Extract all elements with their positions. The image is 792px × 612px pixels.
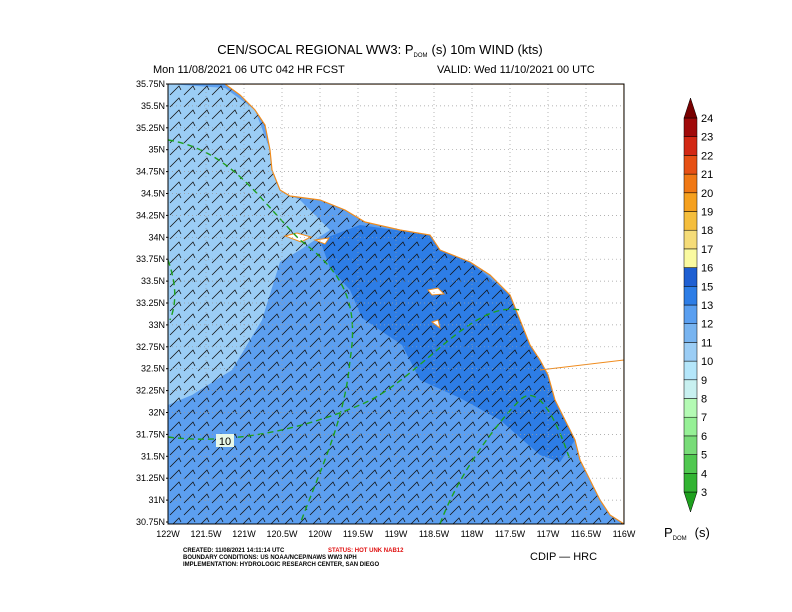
- colorbar-segment: [683, 229, 698, 250]
- lon-label: 116.5W: [571, 529, 602, 539]
- colorbar-label: 22: [701, 150, 713, 162]
- colorbar-segment: [683, 398, 698, 418]
- lon-label: 120W: [308, 529, 332, 539]
- colorbar-segment: [683, 136, 698, 156]
- colorbar-segment: [683, 211, 698, 231]
- colorbar-title: PDOM (s): [664, 525, 710, 542]
- colorbar-label: 9: [701, 375, 707, 387]
- colorbar-label: 17: [701, 244, 713, 256]
- islands: [283, 232, 446, 330]
- lat-label: 33.5N: [141, 276, 165, 286]
- lon-label: 121.5W: [190, 529, 222, 539]
- implementation: IMPLEMENTATION: HYDROLOGIC RESEARCH CENT…: [183, 562, 379, 568]
- colorbar-label: 19: [701, 207, 713, 219]
- lat-label: 32.5N: [141, 364, 165, 374]
- lon-label: 118.5W: [419, 529, 450, 539]
- lat-label: 35.75N: [136, 79, 165, 89]
- colorbar-label: 6: [701, 431, 707, 443]
- lat-label: 32.25N: [136, 386, 165, 396]
- colorbar-segment: [683, 267, 698, 287]
- colorbar-segment: [683, 435, 698, 455]
- lat-label: 33.25N: [136, 298, 165, 308]
- contour-label-box: [216, 434, 234, 447]
- lon-label: 119W: [385, 529, 408, 539]
- colorbar-segment: [683, 491, 698, 513]
- contours: [168, 139, 571, 524]
- colorbar-label: 13: [701, 300, 713, 312]
- lat-label: 34.25N: [136, 210, 165, 220]
- colorbar-label: 24: [701, 113, 713, 125]
- colorbar-label: 10: [701, 356, 713, 368]
- lon-label: 121W: [232, 529, 256, 539]
- colorbar-segment: [683, 117, 698, 137]
- lat-label: 32.75N: [136, 342, 165, 352]
- colorbar-label: 21: [701, 169, 713, 181]
- colorbar-label: 16: [701, 263, 713, 275]
- land: [223, 84, 624, 524]
- map-area: [168, 84, 624, 524]
- colorbar-label: 7: [701, 412, 707, 424]
- lat-label: 35.5N: [141, 101, 165, 111]
- colorbar-label: 3: [701, 487, 707, 499]
- colorbar-segment: [683, 286, 698, 306]
- lat-label: 33N: [148, 320, 165, 330]
- colorbar-label: 4: [701, 468, 707, 480]
- colorbar-segment: [683, 360, 698, 381]
- lat-label: 35N: [148, 145, 165, 155]
- valid-time: VALID: Wed 11/10/2021 00 UTC: [437, 64, 595, 76]
- lat-label: 33.75N: [136, 254, 165, 264]
- lat-label: 31N: [148, 495, 165, 505]
- contour-label: 10: [219, 436, 231, 448]
- colorbar-segment: [683, 97, 698, 119]
- lat-label: 34N: [148, 232, 165, 242]
- forecast: Mon 11/08/2021 06 UTC 042 HR FCST: [153, 64, 345, 76]
- lon-label: 117.5W: [495, 529, 526, 539]
- lat-label: 32N: [148, 408, 165, 418]
- colorbar-label: 11: [701, 337, 712, 349]
- lat-label: 31.75N: [136, 429, 165, 439]
- graticule: [168, 84, 624, 524]
- colorbar-segment: [683, 155, 698, 175]
- colorbar-label: 8: [701, 394, 707, 406]
- lon-label: 119.5W: [343, 529, 374, 539]
- lat-label: 31.5N: [141, 451, 165, 461]
- title: CEN/SOCAL REGIONAL WW3: PDOM (s) 10m WIND…: [217, 42, 542, 59]
- colorbar-label: 15: [701, 281, 713, 293]
- colorbar-segment: [683, 416, 698, 437]
- boundary: BOUNDARY CONDITIONS: US NOAA/NCEP/NAWS W…: [183, 555, 357, 561]
- lon-label: 118W: [461, 529, 484, 539]
- lon-label: 116W: [613, 529, 636, 539]
- colorbar-segment: [683, 473, 698, 493]
- colorbar-segment: [683, 248, 698, 268]
- colorbar-label: 5: [701, 450, 707, 462]
- lat-label: 35.25N: [136, 123, 165, 133]
- colorbar-segment: [683, 454, 698, 474]
- lat-label: 30.75N: [136, 517, 165, 527]
- colorbar-segment: [683, 379, 698, 399]
- lat-label: 34.5N: [141, 189, 165, 199]
- lat-label: 31.25N: [136, 473, 165, 483]
- lon-label: 117W: [537, 529, 560, 539]
- colorbar-label: 12: [701, 319, 713, 331]
- colorbar-segment: [683, 192, 698, 212]
- lat-label: 34.75N: [136, 167, 165, 177]
- colorbar-segment: [683, 323, 698, 343]
- colorbar: 3 4 5 6 7 8 9 10 11 12 13 15 16 17 18 19 20 21 22 23 24: [683, 97, 713, 513]
- colorbar-label: 23: [701, 132, 713, 144]
- created: CREATED: 11/08/2021 14:11:14 UTC: [183, 548, 285, 554]
- colorbar-segment: [683, 342, 698, 362]
- credit: CDIP — HRC: [530, 551, 597, 563]
- status: STATUS: HOT UNK NAB12: [328, 548, 404, 554]
- colorbar-label: 18: [701, 225, 713, 237]
- lon-label: 120.5W: [266, 529, 298, 539]
- colorbar-label: 20: [701, 188, 713, 200]
- colorbar-segment: [683, 304, 698, 324]
- lon-label: 122W: [156, 529, 180, 539]
- border: [539, 359, 624, 371]
- map-frame: [167, 83, 625, 525]
- colorbar-segment: [683, 173, 698, 194]
